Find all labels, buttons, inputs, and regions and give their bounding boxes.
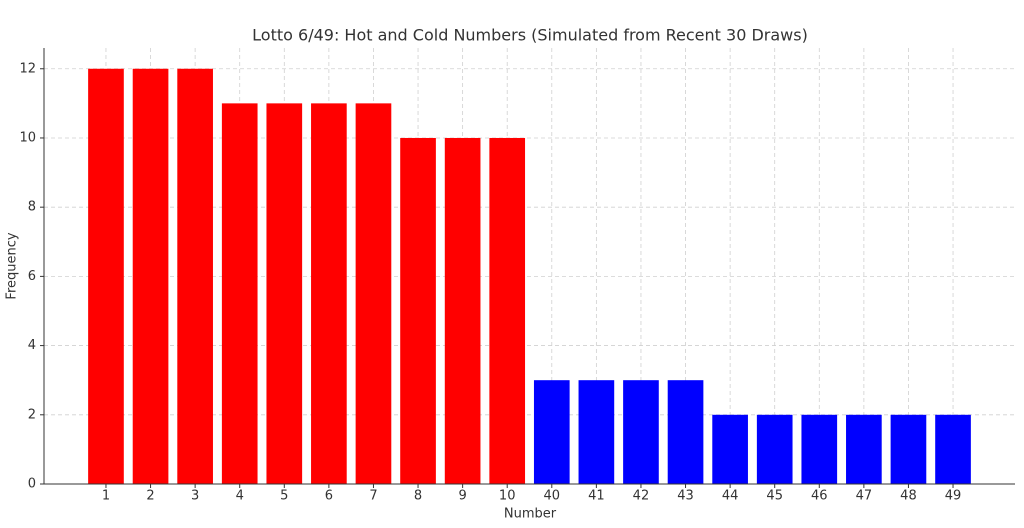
x-tick-label: 1 — [102, 489, 110, 504]
x-tick-label: 4 — [236, 489, 244, 504]
x-tick-label: 44 — [722, 489, 739, 504]
x-tick-label: 49 — [945, 489, 962, 504]
y-tick-label: 10 — [19, 130, 36, 145]
x-tick-label: 41 — [588, 489, 605, 504]
bar — [355, 103, 392, 484]
x-tick-label: 6 — [325, 489, 333, 504]
x-tick-label: 7 — [369, 489, 377, 504]
y-tick-label: 8 — [28, 200, 36, 215]
bar — [177, 68, 213, 484]
bar — [801, 414, 838, 484]
bar — [311, 103, 347, 484]
x-tick-label: 45 — [766, 489, 783, 504]
y-tick-label: 2 — [28, 407, 36, 422]
bar — [935, 414, 971, 484]
bar — [400, 137, 436, 484]
bar — [266, 103, 303, 484]
bar — [489, 137, 526, 484]
x-tick-label: 46 — [811, 489, 828, 504]
x-tick-label: 5 — [280, 489, 288, 504]
bar — [221, 103, 258, 484]
bar — [846, 414, 882, 484]
x-tick-label: 8 — [414, 489, 422, 504]
x-tick-label: 9 — [458, 489, 466, 504]
bar — [712, 414, 748, 484]
y-tick-label: 4 — [28, 338, 36, 353]
x-tick-label: 40 — [544, 489, 561, 504]
bar — [88, 68, 124, 484]
bar — [444, 137, 481, 484]
x-tick-label: 47 — [856, 489, 873, 504]
x-tick-label: 2 — [146, 489, 154, 504]
chart-title: Lotto 6/49: Hot and Cold Numbers (Simula… — [252, 26, 808, 45]
bar — [667, 380, 704, 484]
bar — [623, 380, 659, 484]
x-tick-label: 43 — [677, 489, 694, 504]
bar — [132, 68, 169, 484]
y-axis-label: Frequency — [5, 232, 20, 299]
x-tick-label: 42 — [633, 489, 650, 504]
x-tick-label: 48 — [900, 489, 917, 504]
bar — [756, 414, 793, 484]
y-tick-label: 12 — [19, 61, 36, 76]
x-tick-label: 10 — [499, 489, 516, 504]
bar — [578, 380, 615, 484]
x-axis-label: Number — [504, 507, 557, 522]
y-tick-label: 6 — [28, 269, 36, 284]
x-tick-label: 3 — [191, 489, 199, 504]
bar — [533, 380, 570, 484]
y-tick-label: 0 — [28, 477, 36, 492]
bar — [890, 414, 927, 484]
